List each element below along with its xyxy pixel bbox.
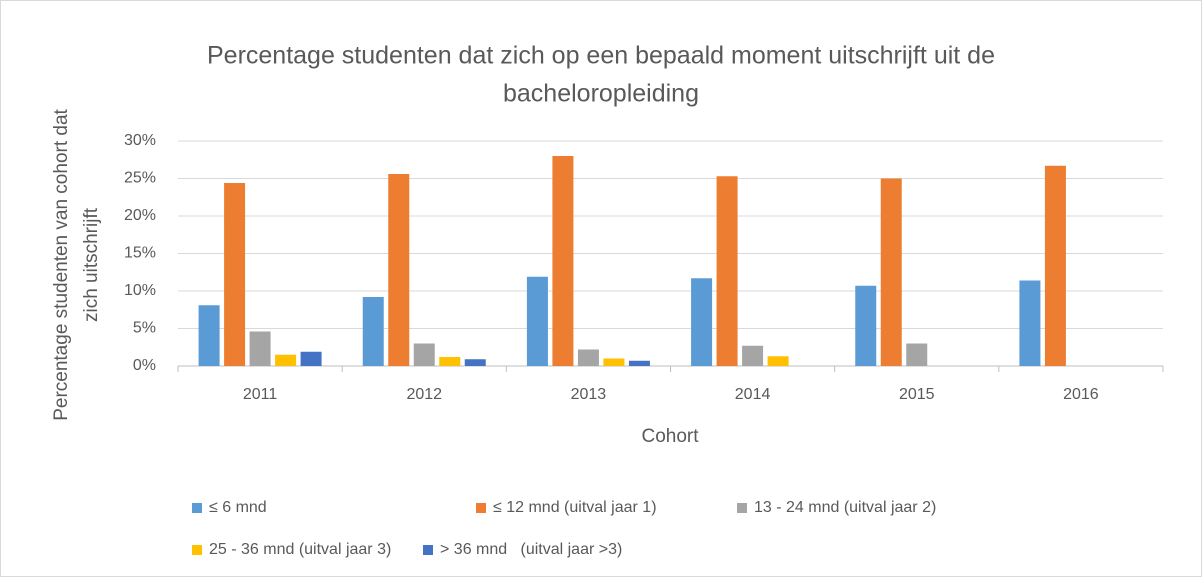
- y-axis-label: zich uitschrijft: [81, 207, 102, 322]
- y-tick-label: 20%: [124, 207, 156, 224]
- legend-swatch: [476, 503, 486, 513]
- x-tick-label: 2013: [571, 386, 607, 403]
- y-tick-label: 15%: [124, 245, 156, 262]
- bar: [716, 176, 738, 366]
- legend-label: ≤ 6 mnd: [209, 499, 267, 516]
- chart-title: Percentage studenten dat zich op een bep…: [207, 42, 995, 70]
- bar: [603, 358, 625, 366]
- bar: [767, 356, 789, 366]
- y-tick-label: 0%: [133, 357, 156, 374]
- y-tick-label: 10%: [124, 282, 156, 299]
- legend-swatch: [737, 503, 747, 513]
- legend-swatch: [192, 503, 202, 513]
- bar: [362, 297, 384, 366]
- bar: [439, 357, 461, 366]
- bar: [249, 331, 271, 366]
- legend-label: > 36 mnd (uitval jaar >3): [440, 541, 622, 558]
- bar: [413, 343, 435, 366]
- legend-swatch: [423, 545, 433, 555]
- x-tick-label: 2012: [406, 386, 442, 403]
- x-axis-label: Cohort: [641, 426, 699, 447]
- bar: [552, 156, 574, 366]
- bar: [388, 174, 410, 366]
- x-tick-label: 2014: [735, 386, 771, 403]
- chart-title: bacheloropleiding: [503, 80, 699, 108]
- bar: [742, 345, 764, 366]
- bar: [464, 359, 486, 366]
- y-tick-label: 5%: [133, 320, 156, 337]
- bar: [275, 354, 297, 366]
- legend-swatch: [192, 545, 202, 555]
- legend-label: 25 - 36 mnd (uitval jaar 3): [209, 541, 391, 558]
- bar: [526, 276, 548, 366]
- x-tick-label: 2016: [1063, 386, 1099, 403]
- legend-label: 13 - 24 mnd (uitval jaar 2): [754, 499, 936, 516]
- bar: [880, 178, 902, 366]
- y-axis-label: Percentage studenten van cohort dat: [51, 108, 72, 420]
- x-tick-label: 2011: [243, 386, 278, 403]
- y-tick-label: 25%: [124, 170, 156, 187]
- bar: [224, 183, 246, 366]
- bar: [628, 360, 650, 366]
- y-tick-label: 30%: [124, 132, 156, 149]
- bar: [906, 343, 928, 366]
- x-tick-label: 2015: [899, 386, 935, 403]
- bar: [855, 285, 877, 366]
- bar: [1044, 165, 1066, 366]
- bar: [1019, 280, 1041, 366]
- bar: [577, 349, 599, 366]
- bar: [300, 351, 322, 366]
- legend-label: ≤ 12 mnd (uitval jaar 1): [493, 499, 657, 516]
- bar: [691, 278, 713, 366]
- bar: [198, 305, 220, 366]
